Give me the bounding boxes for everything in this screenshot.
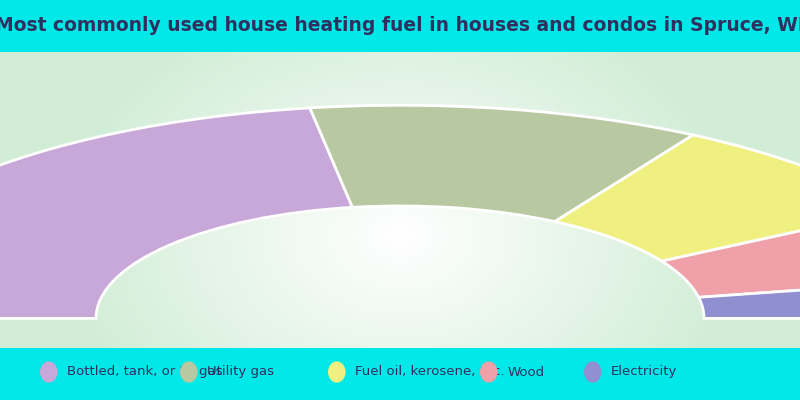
Text: Wood: Wood: [507, 366, 544, 378]
Text: Utility gas: Utility gas: [207, 366, 274, 378]
Ellipse shape: [180, 361, 198, 383]
Ellipse shape: [584, 361, 602, 383]
Ellipse shape: [480, 361, 498, 383]
Text: Most commonly used house heating fuel in houses and condos in Spruce, WI: Most commonly used house heating fuel in…: [0, 16, 800, 35]
Wedge shape: [698, 278, 800, 318]
Ellipse shape: [40, 361, 58, 383]
Wedge shape: [554, 135, 800, 261]
Wedge shape: [0, 108, 353, 318]
Text: Bottled, tank, or LP gas: Bottled, tank, or LP gas: [67, 366, 222, 378]
Wedge shape: [662, 210, 800, 297]
Wedge shape: [310, 105, 694, 222]
Text: Electricity: Electricity: [611, 366, 678, 378]
Text: Fuel oil, kerosene, etc.: Fuel oil, kerosene, etc.: [355, 366, 505, 378]
Ellipse shape: [328, 361, 346, 383]
